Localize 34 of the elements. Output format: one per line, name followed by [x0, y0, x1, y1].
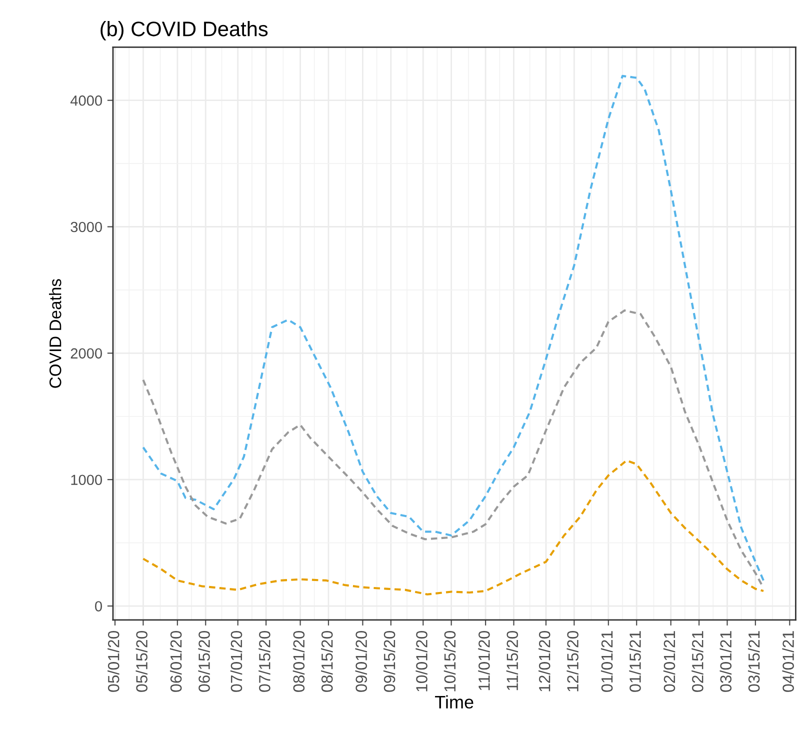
line-series — [142, 459, 765, 596]
x-tick-label: 11/15/20 — [506, 630, 518, 690]
x-axis-title: Time — [435, 695, 474, 709]
y-tick-label: 1000 — [71, 474, 102, 486]
x-tick-label: 09/15/20 — [383, 630, 396, 692]
x-tick-label: 05/01/20 — [108, 630, 120, 692]
line-series — [142, 309, 763, 586]
x-tick-label: 05/15/20 — [136, 630, 148, 692]
x-tick-label: 06/01/20 — [170, 630, 182, 692]
x-tick-label: 10/15/20 — [444, 630, 456, 692]
x-tick-label: 07/01/20 — [230, 630, 242, 692]
line-series — [142, 74, 765, 582]
x-tick-label: 01/01/21 — [600, 631, 613, 692]
y-tick-label: 2000 — [70, 348, 102, 359]
x-tick-label: 06/15/20 — [198, 630, 210, 692]
x-tick-label: 12/15/20 — [566, 630, 578, 692]
y-tick-label: 3000 — [70, 222, 102, 232]
x-tick-label: 09/01/20 — [355, 630, 367, 692]
x-tick-label: 04/01/21 — [782, 631, 794, 692]
x-tick-label: 03/15/21 — [748, 631, 760, 692]
x-tick-label: 11/01/20 — [478, 630, 490, 690]
x-tick-label: 02/15/21 — [692, 631, 704, 692]
x-tick-label: 08/01/20 — [292, 630, 305, 692]
x-tick-label: 07/15/20 — [258, 630, 270, 692]
x-tick-label: 02/01/21 — [663, 631, 676, 692]
x-tick-label: 08/15/20 — [321, 630, 333, 692]
y-tick-label: 0 — [95, 601, 102, 612]
x-tick-label: 03/01/21 — [720, 631, 732, 692]
x-tick-label: 01/15/21 — [629, 631, 641, 692]
x-tick-label: 12/01/20 — [538, 630, 550, 692]
y-tick-label: 4000 — [70, 95, 102, 106]
x-tick-label: 10/01/20 — [416, 630, 428, 692]
chart-title: (b) COVID Deaths — [100, 21, 268, 40]
y-axis-title: COVID Deaths — [49, 279, 62, 388]
